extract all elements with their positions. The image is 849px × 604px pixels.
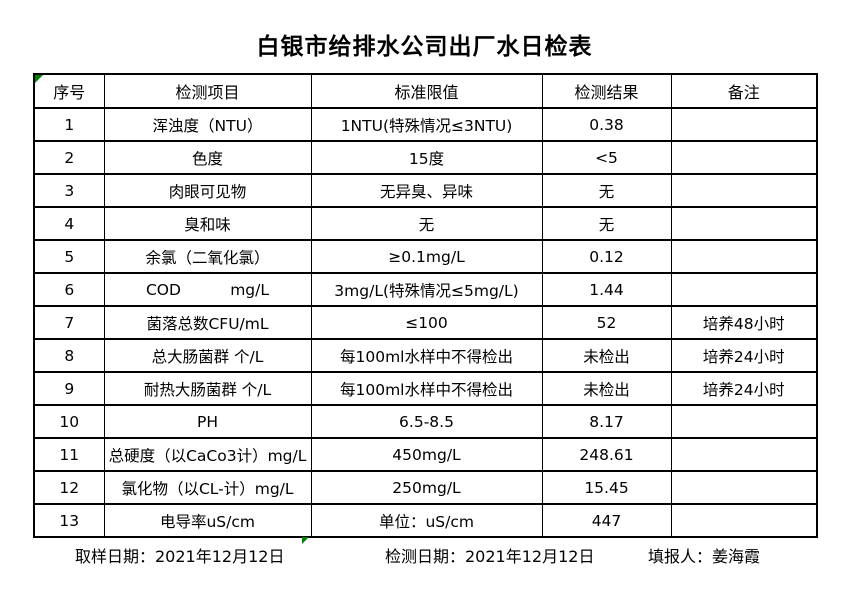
cell-flag-triangle-icon [35,75,43,83]
page-title: 白银市给排水公司出厂水日检表 [256,34,593,60]
cell-remark [670,437,818,472]
cell-limit: 6.5-8.5 [310,404,543,439]
cell-remark: 培养24小时 [670,338,818,373]
cell-no: 11 [33,437,105,472]
table-row: 5 余氯（二氧化氯） ≥0.1mg/L 0.12 [33,239,818,274]
cell-item: 浑浊度（NTU） [103,107,312,142]
cell-item: PH [103,404,312,439]
cell-remark [670,470,818,505]
cell-result: 无 [541,206,672,241]
cell-remark [670,206,818,241]
cell-no: 9 [33,371,105,406]
header-limit: 标准限值 [310,73,543,109]
cell-item: 肉眼可见物 [103,173,312,208]
cell-no: 1 [33,107,105,142]
cell-result: 未检出 [541,371,672,406]
cell-flag-triangle-icon [302,537,309,544]
header-remark: 备注 [670,73,818,109]
cell-item: 耐热大肠菌群 个/L [103,371,312,406]
cell-item: 色度 [103,140,312,175]
cell-no: 2 [33,140,105,175]
table-row: 9 耐热大肠菌群 个/L 每100ml水样中不得检出 未检出 培养24小时 [33,371,818,406]
sampling-date-label: 取样日期：2021年12月12日 [75,547,285,566]
cell-result: 52 [541,305,672,340]
inspection-table: 序号 检测项目 标准限值 检测结果 备注 1 浑浊度（NTU） 1NTU(特殊情… [33,73,818,538]
cell-result: <5 [541,140,672,175]
cell-result: 248.61 [541,437,672,472]
cell-item: 总大肠菌群 个/L [103,338,312,373]
cell-remark [670,140,818,175]
cell-result: 0.12 [541,239,672,274]
table-row: 2 色度 15度 <5 [33,140,818,175]
cell-result: 1.44 [541,272,672,307]
table-row: 7 菌落总数CFU/mL ≤100 52 培养48小时 [33,305,818,340]
cell-no: 4 [33,206,105,241]
cell-no: 10 [33,404,105,439]
cell-item: 电导率uS/cm [103,503,312,538]
cell-remark [670,272,818,307]
table-row: 10 PH 6.5-8.5 8.17 [33,404,818,439]
cell-item: 余氯（二氧化氯） [103,239,312,274]
inspection-table-container: 序号 检测项目 标准限值 检测结果 备注 1 浑浊度（NTU） 1NTU(特殊情… [33,73,818,544]
cell-no: 6 [33,272,105,307]
reporter-label: 填报人：姜海霞 [648,547,761,566]
header-no: 序号 [33,73,105,109]
cell-remark: 培养48小时 [670,305,818,340]
table-row: 13 电导率uS/cm 单位：uS/cm 447 [33,503,818,538]
cell-result: 无 [541,173,672,208]
cell-limit: ≥0.1mg/L [310,239,543,274]
cell-limit: 单位：uS/cm [310,503,543,538]
header-result: 检测结果 [541,73,672,109]
cell-remark [670,107,818,142]
cell-result: 15.45 [541,470,672,505]
table-row: 1 浑浊度（NTU） 1NTU(特殊情况≤3NTU) 0.38 [33,107,818,142]
test-date-label: 检测日期：2021年12月12日 [385,547,595,566]
cell-item: 臭和味 [103,206,312,241]
cell-limit: 无异臭、异味 [310,173,543,208]
cell-item: COD mg/L [103,272,312,307]
cell-no: 13 [33,503,105,538]
cell-no: 8 [33,338,105,373]
table-row: 8 总大肠菌群 个/L 每100ml水样中不得检出 未检出 培养24小时 [33,338,818,373]
cell-remark [670,173,818,208]
cell-remark [670,503,818,538]
cell-limit: 15度 [310,140,543,175]
cell-limit: 3mg/L(特殊情况≤5mg/L) [310,272,543,307]
cell-remark [670,404,818,439]
cell-no: 3 [33,173,105,208]
cell-no: 7 [33,305,105,340]
cell-remark: 培养24小时 [670,371,818,406]
cell-limit: 1NTU(特殊情况≤3NTU) [310,107,543,142]
table-row: 4 臭和味 无 无 [33,206,818,241]
cell-item: 菌落总数CFU/mL [103,305,312,340]
cell-item: 总硬度（以CaCo3计）mg/L [103,437,312,472]
table-row: 6 COD mg/L 3mg/L(特殊情况≤5mg/L) 1.44 [33,272,818,307]
header-item: 检测项目 [103,73,312,109]
cell-result: 未检出 [541,338,672,373]
cell-limit: 250mg/L [310,470,543,505]
cell-result: 8.17 [541,404,672,439]
cell-limit: 450mg/L [310,437,543,472]
table-row: 11 总硬度（以CaCo3计）mg/L 450mg/L 248.61 [33,437,818,472]
cell-remark [670,239,818,274]
table-row: 12 氯化物（以CL-计）mg/L 250mg/L 15.45 [33,470,818,505]
cell-limit: 每100ml水样中不得检出 [310,338,543,373]
cell-no: 5 [33,239,105,274]
cell-result: 0.38 [541,107,672,142]
cell-item: 氯化物（以CL-计）mg/L [103,470,312,505]
cell-limit: ≤100 [310,305,543,340]
cell-result: 447 [541,503,672,538]
footer: 取样日期：2021年12月12日 检测日期：2021年12月12日 填报人：姜海… [0,543,849,566]
cell-limit: 无 [310,206,543,241]
cell-limit: 每100ml水样中不得检出 [310,371,543,406]
table-header-row: 序号 检测项目 标准限值 检测结果 备注 [33,73,818,109]
cell-no: 12 [33,470,105,505]
table-row: 3 肉眼可见物 无异臭、异味 无 [33,173,818,208]
